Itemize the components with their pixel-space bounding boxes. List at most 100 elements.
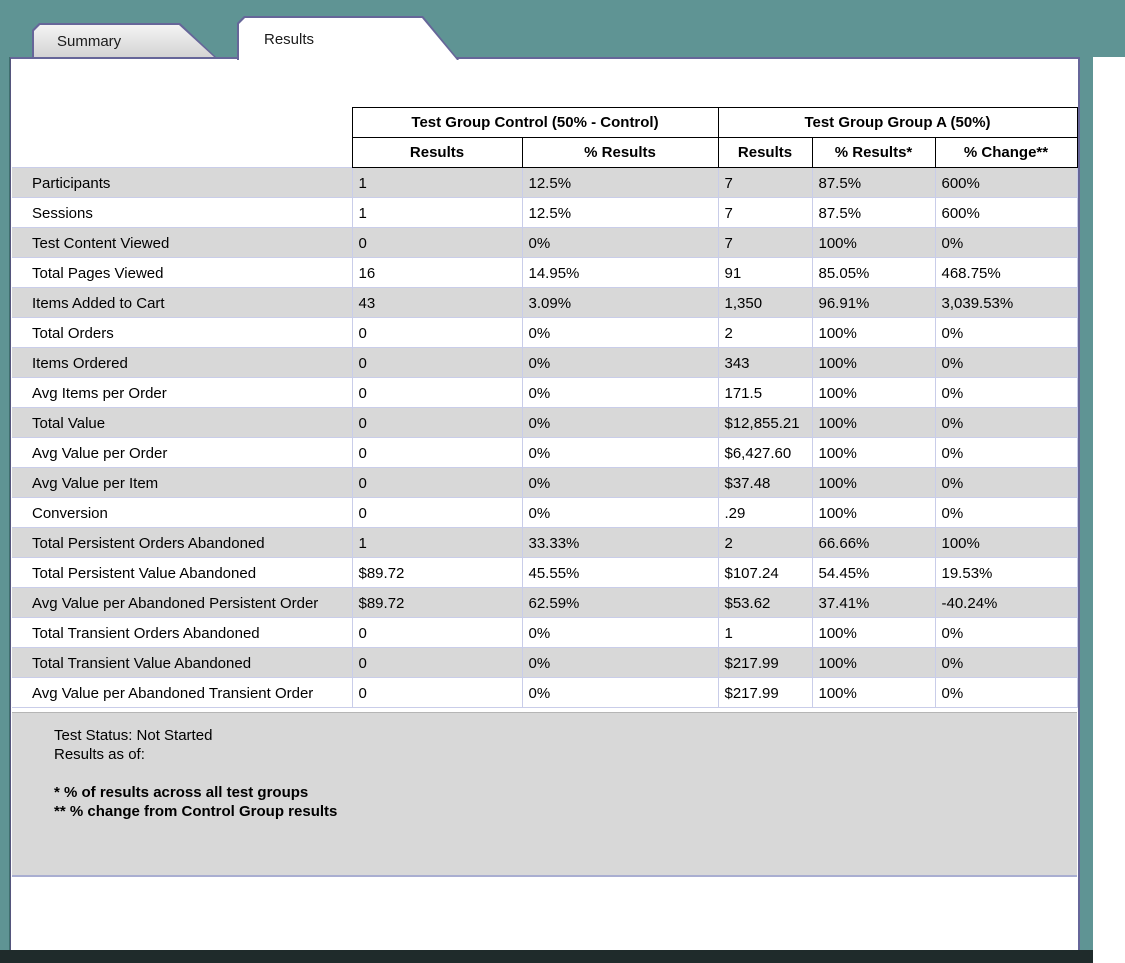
metric-label: Avg Value per Item: [12, 467, 353, 498]
results-table: Test Group Control (50% - Control) Test G…: [12, 107, 1078, 708]
metric-value: 0%: [521, 617, 719, 648]
metric-label: Total Value: [12, 407, 353, 438]
results-table-body: Participants 1 12.5% 7 87.5% 600% Sessions 1 12.…: [12, 167, 1078, 708]
metric-label: Avg Value per Abandoned Transient Order: [12, 677, 353, 708]
metric-value: 12.5%: [521, 197, 719, 228]
metric-label: Total Pages Viewed: [12, 257, 353, 288]
metric-value: 12.5%: [521, 167, 719, 198]
metric-label: Avg Value per Abandoned Persistent Order: [12, 587, 353, 618]
metric-value: $6,427.60: [717, 437, 813, 468]
metric-value: 100%: [811, 227, 936, 258]
tab-summary-label: Summary: [57, 32, 122, 50]
metric-label: Items Added to Cart: [12, 287, 353, 318]
metric-value: 0%: [521, 377, 719, 408]
metric-value: 171.5: [717, 377, 813, 408]
metric-value: 0%: [934, 437, 1078, 468]
footer-spacer: [54, 764, 1077, 783]
metric-value: $217.99: [717, 647, 813, 678]
header-corner-cell: [12, 108, 352, 138]
metric-value: 100%: [934, 527, 1078, 558]
metric-value: 62.59%: [521, 587, 719, 618]
metric-value: 0: [351, 647, 523, 678]
metric-value: 100%: [811, 377, 936, 408]
table-row: Avg Value per Abandoned Persistent Order…: [12, 587, 1078, 618]
metric-value: .29: [717, 497, 813, 528]
metric-value: $89.72: [351, 557, 523, 588]
metric-value: 100%: [811, 677, 936, 708]
metric-value: 1: [717, 617, 813, 648]
group-header: Test Group Group A (50%): [717, 107, 1078, 138]
metric-value: 0%: [934, 227, 1078, 258]
metric-value: 600%: [934, 197, 1078, 228]
footnote-one-star: * % of results across all test groups: [54, 784, 309, 801]
metric-value: 1: [351, 197, 523, 228]
metric-value: 1: [351, 167, 523, 198]
metric-value: 3,039.53%: [934, 287, 1078, 318]
metric-label: Participants: [12, 167, 353, 198]
right-teal-strip: [1080, 57, 1093, 950]
metric-value: $107.24: [717, 557, 813, 588]
metric-value: 0%: [934, 617, 1078, 648]
metric-value: 0: [351, 437, 523, 468]
metric-value: 0: [351, 617, 523, 648]
tab-results-label: Results: [264, 30, 315, 48]
table-row: Items Ordered 0 0% 343 100% 0%: [12, 347, 1078, 378]
metric-value: 14.95%: [521, 257, 719, 288]
table-row: Avg Value per Item 0 0% $37.48 100% 0%: [12, 467, 1078, 498]
metric-value: 33.33%: [521, 527, 719, 558]
metric-value: $217.99: [717, 677, 813, 708]
table-row: Test Content Viewed 0 0% 7 100% 0%: [12, 227, 1078, 258]
metric-value: 0%: [934, 677, 1078, 708]
metric-value: 1: [351, 527, 523, 558]
table-row: Total Persistent Orders Abandoned 1 33.33%…: [12, 527, 1078, 558]
metric-value: 343: [717, 347, 813, 378]
metric-value: 16: [351, 257, 523, 288]
metric-value: 0%: [934, 647, 1078, 678]
metric-value: 0%: [934, 317, 1078, 348]
metric-value: 100%: [811, 617, 936, 648]
metric-value: 7: [717, 227, 813, 258]
test-status-line: Test Status: Not Started: [54, 727, 213, 744]
metric-label: Total Persistent Value Abandoned: [12, 557, 353, 588]
metric-value: 0%: [521, 467, 719, 498]
metric-value: $89.72: [351, 587, 523, 618]
metric-value: 0%: [934, 467, 1078, 498]
tab-results[interactable]: Results: [237, 16, 459, 60]
metric-value: 0: [351, 317, 523, 348]
footnote-two-stars: ** % change from Control Group results: [54, 803, 338, 820]
metric-value: 100%: [811, 647, 936, 678]
metric-value: 96.91%: [811, 287, 936, 318]
tab-summary[interactable]: Summary: [32, 23, 216, 57]
table-row: Total Transient Value Abandoned 0 0% $217.9…: [12, 647, 1078, 678]
sub-header-row: Results% Results Results% Results*% Chang…: [12, 137, 1078, 168]
results-panel: Test Group Control (50% - Control) Test G…: [10, 57, 1080, 950]
table-row: Participants 1 12.5% 7 87.5% 600%: [12, 167, 1078, 198]
table-row: Avg Value per Order 0 0% $6,427.60 100% 0%: [12, 437, 1078, 468]
metric-value: 100%: [811, 407, 936, 438]
metric-value: 0%: [934, 407, 1078, 438]
metric-value: 0: [351, 377, 523, 408]
metric-value: 2: [717, 527, 813, 558]
metric-value: 19.53%: [934, 557, 1078, 588]
metric-value: 0: [351, 467, 523, 498]
metric-value: 0%: [521, 317, 719, 348]
metric-value: 2: [717, 317, 813, 348]
metric-value: 100%: [811, 317, 936, 348]
metric-label: Avg Items per Order: [12, 377, 353, 408]
metric-value: 66.66%: [811, 527, 936, 558]
metric-value: 91: [717, 257, 813, 288]
column-header: % Results*: [811, 137, 936, 168]
metric-value: 0: [351, 497, 523, 528]
metric-value: 87.5%: [811, 197, 936, 228]
metric-value: 100%: [811, 467, 936, 498]
metric-label: Total Persistent Orders Abandoned: [12, 527, 353, 558]
metric-label: Items Ordered: [12, 347, 353, 378]
table-row: Total Pages Viewed 16 14.95% 91 85.05% 468.75…: [12, 257, 1078, 288]
metric-value: 0%: [521, 497, 719, 528]
metric-label: Sessions: [12, 197, 353, 228]
metric-value: $37.48: [717, 467, 813, 498]
metric-value: 600%: [934, 167, 1078, 198]
metric-label: Avg Value per Order: [12, 437, 353, 468]
test-status-box: Test Status: Not Started Results as of: …: [12, 712, 1077, 877]
metric-value: 3.09%: [521, 287, 719, 318]
